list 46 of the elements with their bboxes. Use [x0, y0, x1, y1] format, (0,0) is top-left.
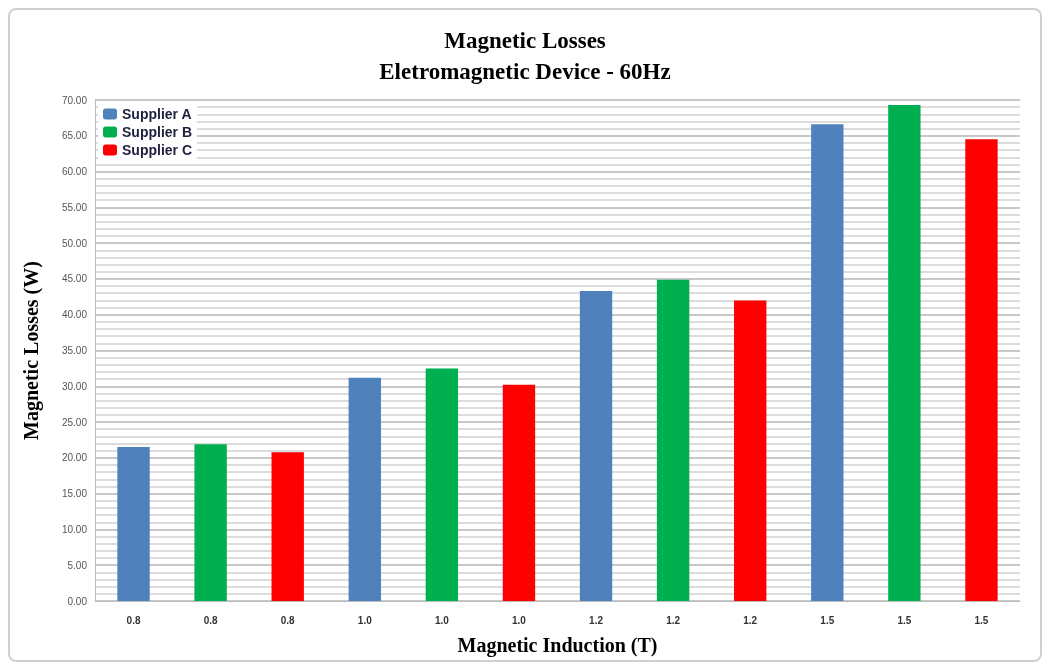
bar [271, 452, 304, 601]
bar [579, 291, 613, 601]
bar [965, 139, 998, 601]
x-tick-label: 1.5 [897, 614, 912, 626]
bar [194, 444, 227, 601]
y-tick-label: 45.00 [61, 273, 88, 285]
bar [502, 384, 536, 601]
y-tick-label: 0.00 [67, 595, 88, 607]
x-tick-label: 1.0 [357, 614, 373, 626]
y-axis-title: Magnetic Losses (W) [20, 261, 43, 440]
x-tick-label: 1.0 [512, 614, 527, 626]
y-tick-label: 20.00 [61, 452, 88, 464]
bar [734, 300, 767, 601]
legend-label: Supplier C [122, 142, 193, 158]
chart-title: Magnetic Losses [444, 28, 606, 53]
y-tick-label: 25.00 [61, 416, 88, 428]
bar [348, 377, 381, 601]
bar [117, 447, 150, 601]
y-tick-label: 65.00 [61, 130, 88, 142]
y-tick-label: 50.00 [61, 237, 88, 249]
y-tick-label: 10.00 [61, 523, 88, 535]
x-tick-label: 1.2 [743, 614, 758, 626]
x-tick-label: 0.8 [280, 614, 296, 626]
bar [888, 105, 921, 601]
x-tick-label: 0.8 [126, 614, 141, 626]
x-tick-label: 0.8 [203, 614, 219, 626]
y-tick-label: 5.00 [67, 559, 88, 571]
y-tick-label: 70.00 [61, 94, 88, 106]
bar [656, 279, 690, 601]
y-tick-label: 15.00 [61, 488, 88, 500]
x-tick-label: 1.5 [974, 614, 989, 626]
chart-subtitle: Eletromagnetic Device - 60Hz [379, 59, 671, 84]
x-tick-label: 1.2 [589, 614, 604, 626]
y-tick-label: 60.00 [61, 166, 88, 178]
bar [425, 368, 459, 601]
bar [811, 124, 844, 601]
y-tick-label: 35.00 [61, 345, 88, 356]
x-tick-label: 1.2 [666, 614, 681, 626]
legend-label: Supplier A [122, 106, 192, 122]
x-tick-label: 1.0 [434, 614, 450, 626]
x-axis-title: Magnetic Induction (T) [457, 634, 658, 657]
y-tick-label: 30.00 [61, 380, 88, 392]
x-tick-label: 1.5 [820, 614, 835, 626]
y-tick-label: 55.00 [61, 201, 88, 213]
legend-label: Supplier B [122, 124, 193, 140]
y-tick-label: 40.00 [61, 309, 88, 321]
